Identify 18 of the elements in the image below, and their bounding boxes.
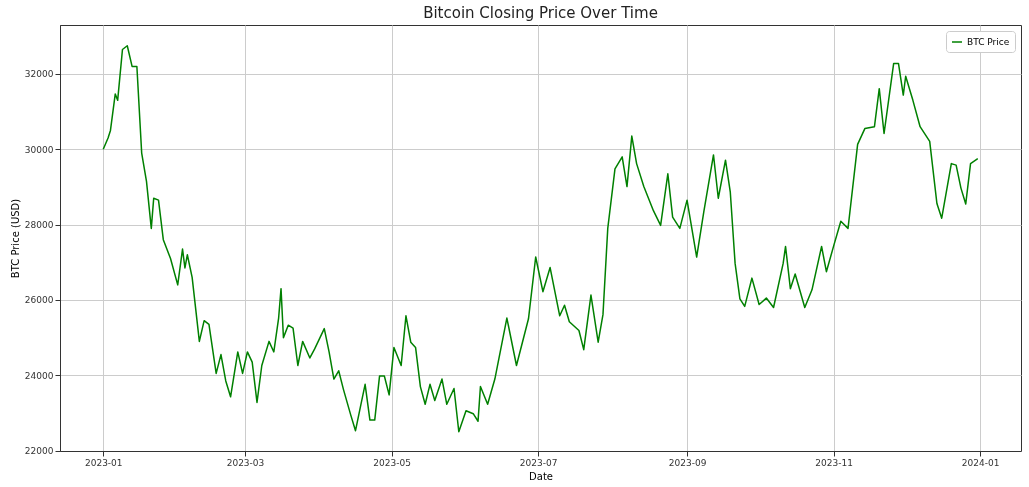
x-tick-label: 2023-01 xyxy=(84,457,123,468)
chart-title: Bitcoin Closing Price Over Time xyxy=(423,4,658,22)
x-tick-label: 2023-09 xyxy=(668,457,707,468)
legend-label: BTC Price xyxy=(967,37,1010,47)
y-tick-label: 26000 xyxy=(24,295,54,306)
x-tick-label: 2023-07 xyxy=(519,457,558,468)
x-tick-label: 2023-05 xyxy=(373,457,411,468)
x-axis-title: Date xyxy=(529,470,553,482)
y-tick-label: 22000 xyxy=(24,446,54,457)
y-tick-label: 30000 xyxy=(24,144,54,155)
y-tick-label: 32000 xyxy=(24,69,54,80)
line-series xyxy=(102,44,979,433)
x-tick-label: 2023-11 xyxy=(815,457,853,468)
x-tick-label: 2024-01 xyxy=(961,457,1000,468)
y-tick-label: 28000 xyxy=(24,220,54,231)
y-axis-title: BTC Price (USD) xyxy=(9,198,21,279)
x-tick-label: 2023-03 xyxy=(226,457,265,468)
y-tick-label: 24000 xyxy=(24,370,54,381)
